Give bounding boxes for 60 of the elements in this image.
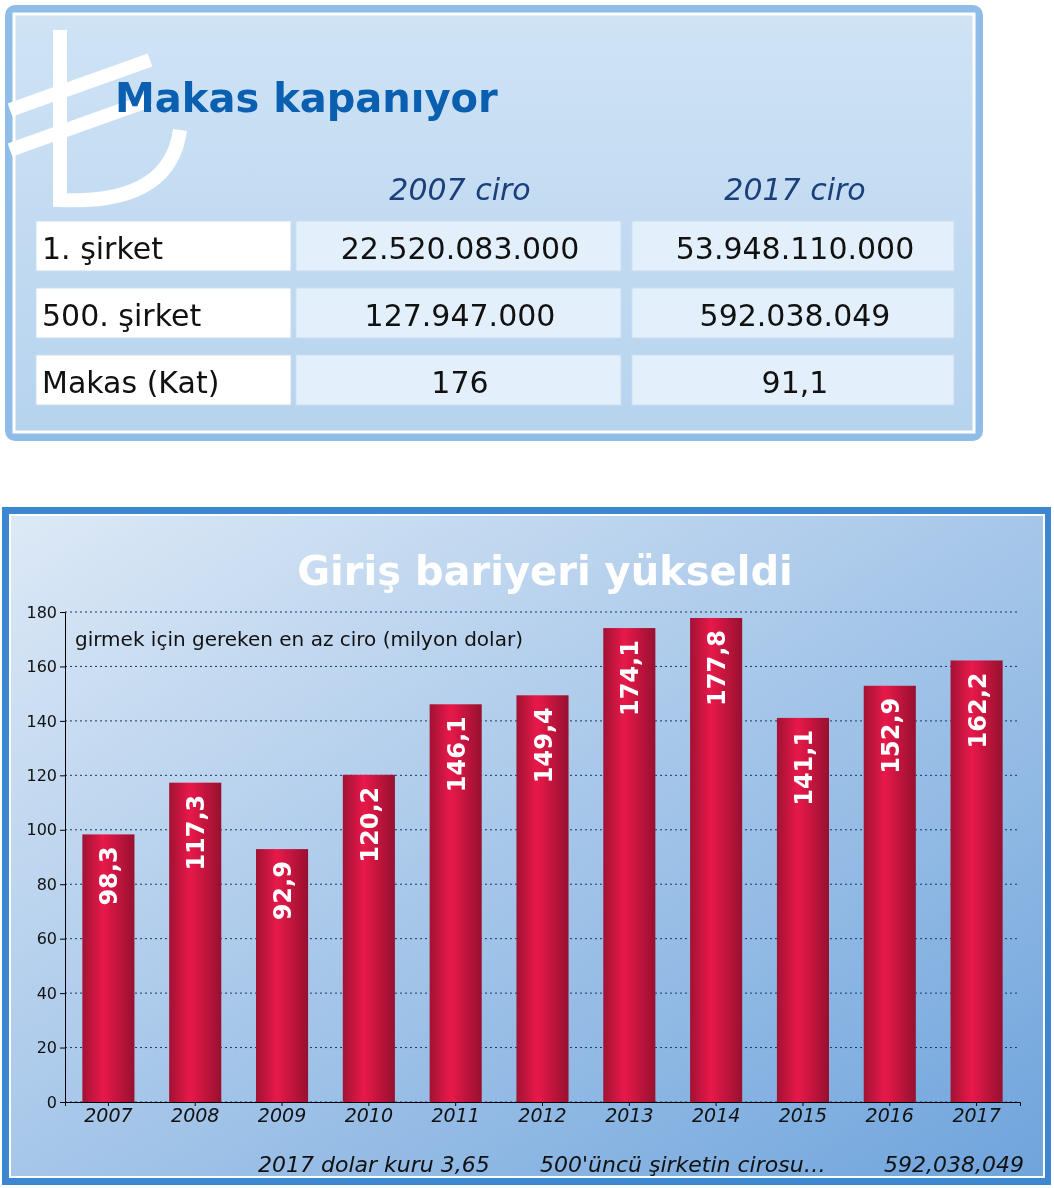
text: 592,038,049	[884, 1152, 1024, 1177]
data-label: 152,9	[876, 697, 905, 774]
text: 592.038.049	[699, 298, 891, 333]
data-label: 177,8	[703, 629, 732, 706]
x-tick-label: 2014	[691, 1104, 741, 1127]
x-tick-label: 2011	[431, 1104, 480, 1127]
bar	[690, 617, 743, 1102]
x-tick-label: 2016	[865, 1104, 914, 1127]
x-tick-label: 2012	[518, 1104, 567, 1127]
text: 22.520.083.000	[340, 231, 580, 266]
x-tick-label: 2009	[257, 1104, 307, 1127]
x-tick-label: 2007	[84, 1104, 133, 1127]
text: Makas kapanıyor	[115, 75, 499, 121]
y-tick-label: 160	[26, 657, 57, 677]
bar	[863, 685, 916, 1102]
x-tick-label: 2008	[171, 1104, 220, 1127]
x-tick-label: 2017	[952, 1104, 1001, 1127]
data-label: 149,4	[529, 707, 558, 784]
text: 176	[431, 365, 489, 400]
chart-title: Giriş bariyeri yükseldi	[297, 548, 793, 594]
bar	[950, 660, 1003, 1102]
text: 500'üncü şirketin cirosu…	[540, 1152, 826, 1177]
data-label: 146,1	[442, 716, 471, 793]
y-tick-label: 40	[36, 983, 57, 1003]
data-label: 92,9	[269, 861, 298, 921]
annotation: girmek için gereken en az ciro (milyon dolar)	[75, 627, 523, 651]
bar	[776, 717, 829, 1102]
data-label: 117,3	[182, 794, 211, 871]
x-tick-label: 2013	[605, 1104, 654, 1127]
data-label: 141,1	[789, 729, 818, 806]
data-label: 174,1	[616, 640, 645, 716]
category-label: Makas (Kat)	[42, 365, 220, 400]
y-tick-label: 140	[26, 711, 57, 731]
y-tick-label: 60	[36, 929, 57, 949]
data-label: 98,3	[95, 846, 124, 906]
bar	[169, 782, 222, 1102]
text: 91,1	[761, 365, 829, 400]
category-label: 1. şirket	[42, 231, 163, 266]
category-label: 2017 ciro	[724, 172, 866, 207]
bar	[82, 834, 135, 1102]
y-tick-label: 20	[36, 1038, 57, 1058]
text: 127.947.000	[364, 298, 556, 333]
y-tick-label: 180	[26, 602, 57, 622]
x-tick-label: 2010	[344, 1104, 394, 1127]
category-label: 500. şirket	[42, 298, 202, 333]
text: 2017 dolar kuru 3,65	[258, 1152, 490, 1177]
bar	[429, 704, 482, 1102]
text: 53.948.110.000	[675, 231, 915, 266]
data-label: 162,2	[963, 672, 992, 749]
y-tick-label: 120	[26, 765, 57, 785]
category-label: 2007 ciro	[389, 172, 531, 207]
bar	[516, 695, 569, 1102]
bar	[342, 774, 395, 1102]
bar	[603, 628, 656, 1102]
y-tick-label: 0	[46, 1092, 57, 1112]
data-label: 120,2	[355, 786, 384, 863]
y-tick-label: 80	[36, 874, 57, 894]
y-tick-label: 100	[26, 820, 57, 840]
bar	[256, 849, 309, 1102]
x-tick-label: 2015	[778, 1104, 828, 1127]
